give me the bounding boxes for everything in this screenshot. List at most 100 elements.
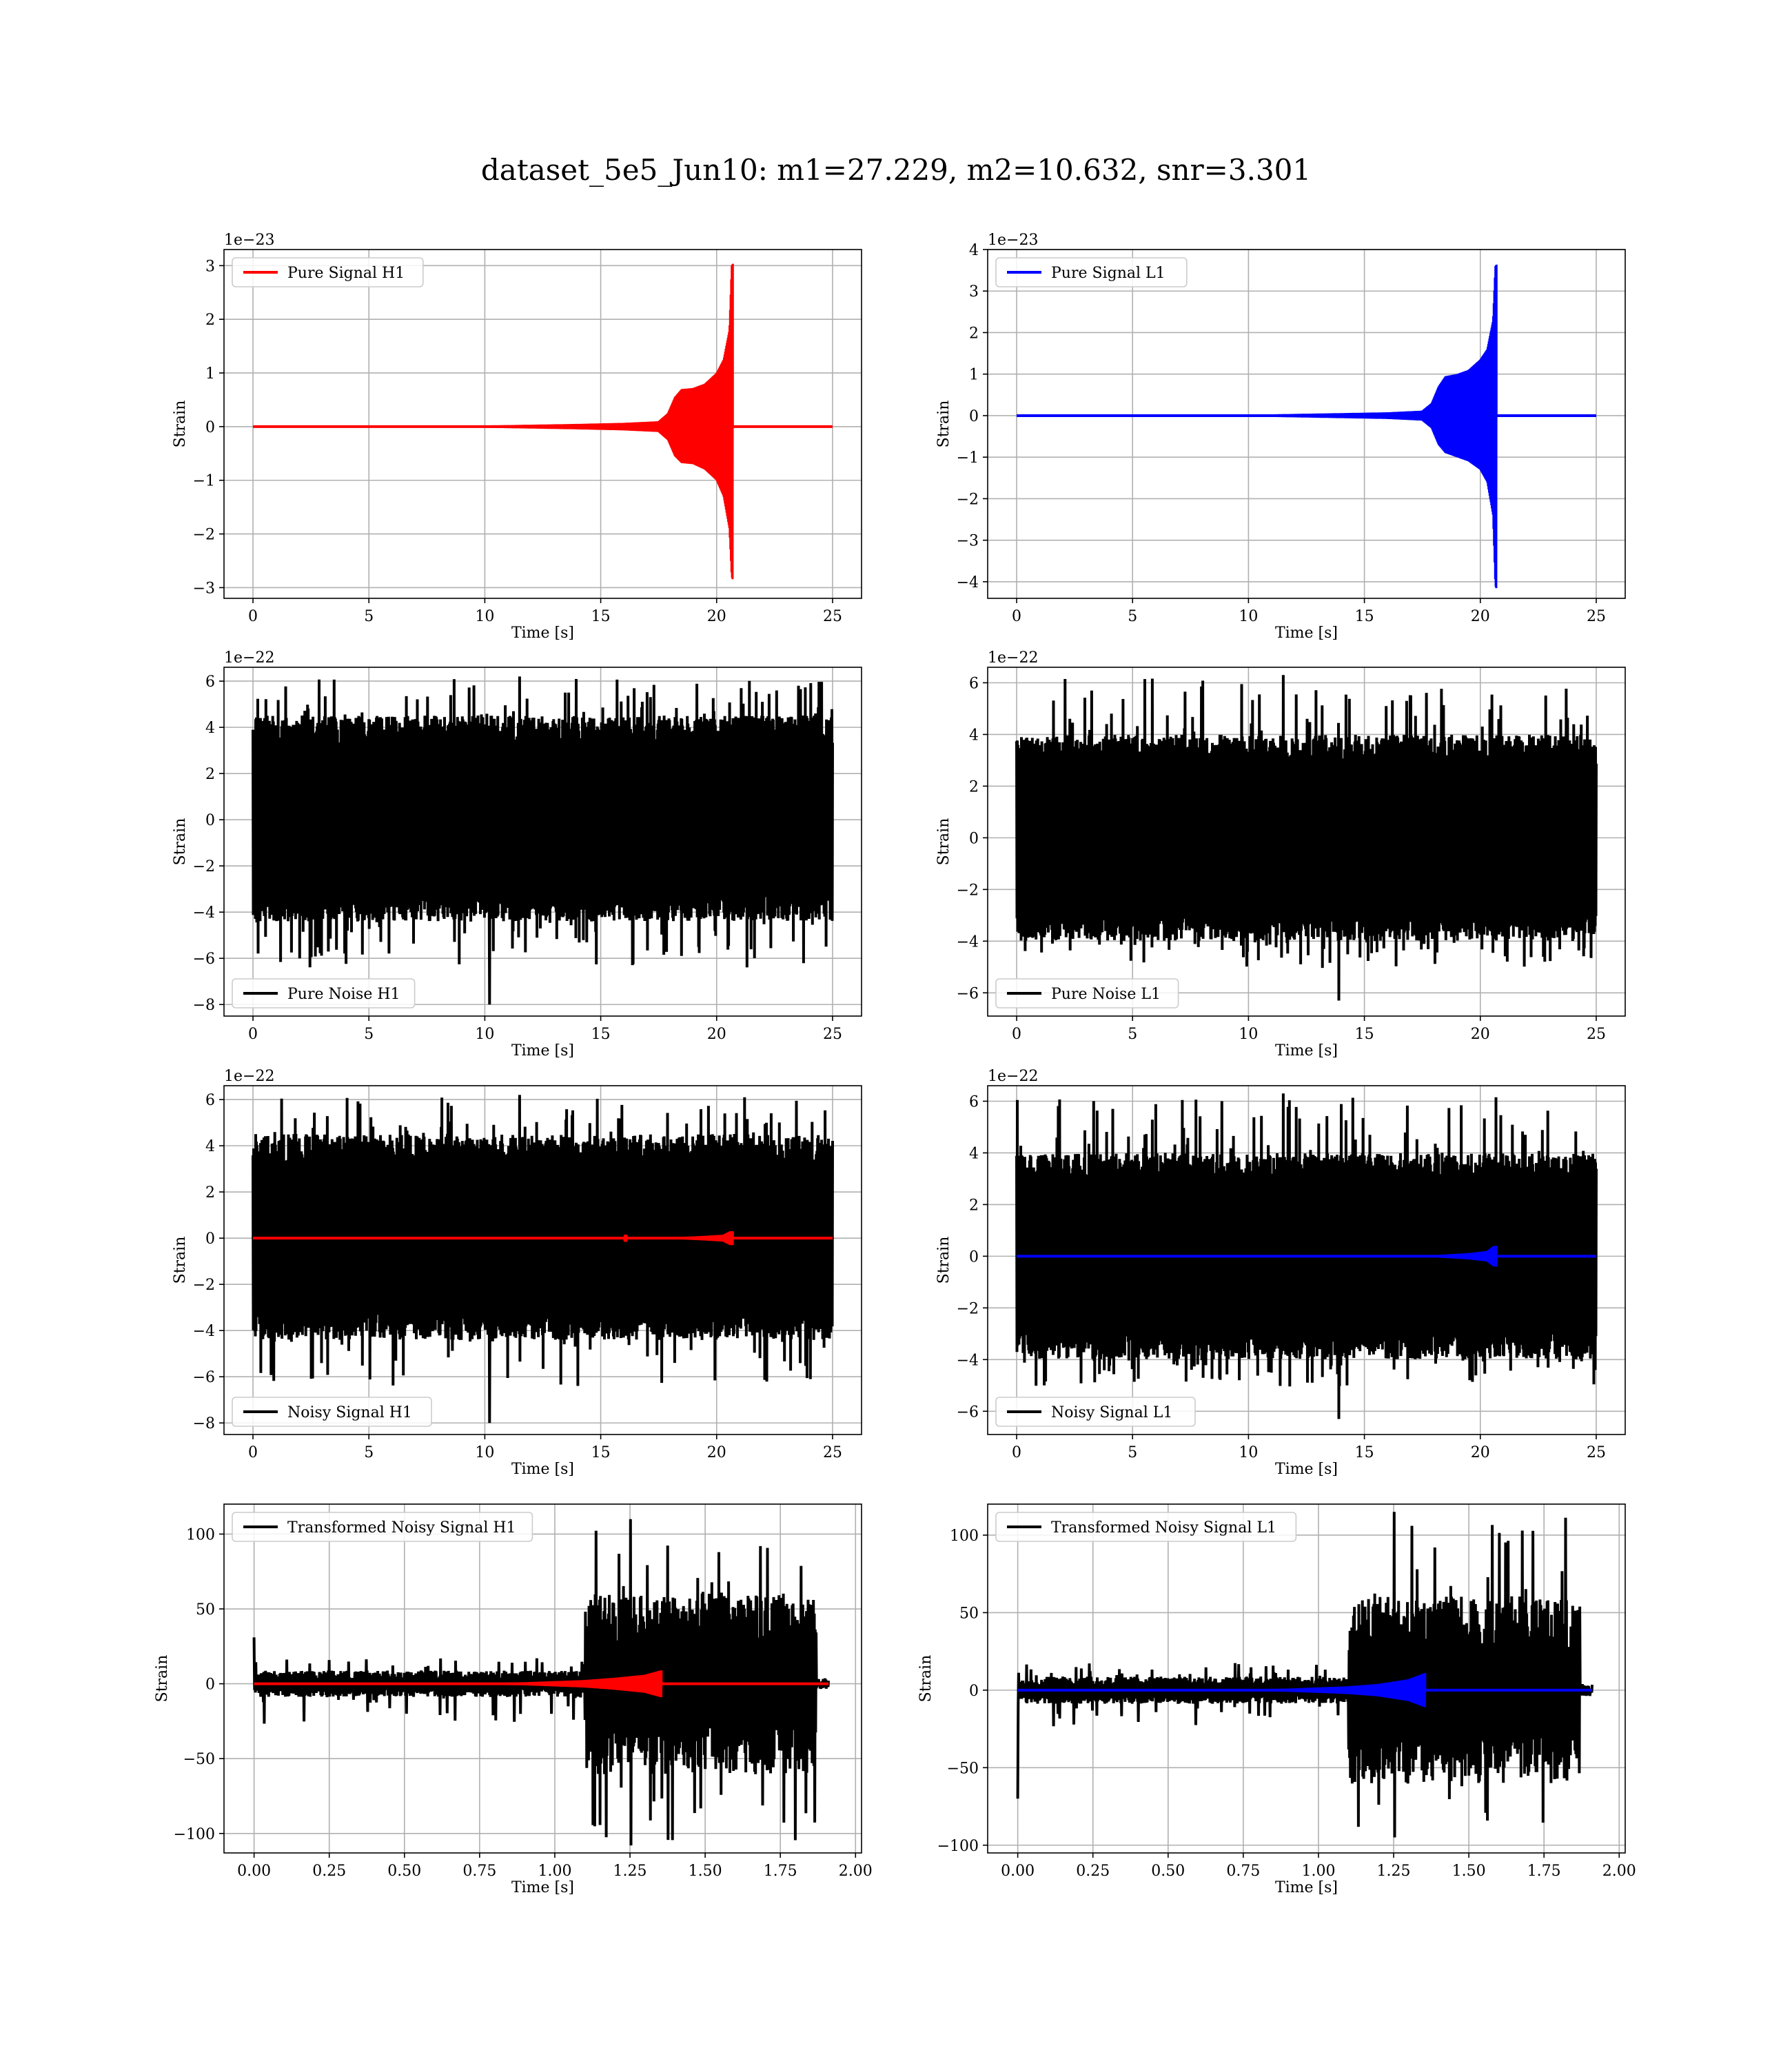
y-tick-label: 0 [205,1676,215,1694]
y-tick-label: −2 [193,527,215,544]
series-line [252,676,834,1005]
legend-box [995,257,1188,287]
y-tick-label: −4 [193,904,215,922]
x-tick-label: 1.50 [1452,1863,1486,1880]
y-axis-label: Strain [935,1237,953,1284]
x-tick-label: 10 [1239,1444,1258,1461]
y-tick-label: −4 [193,1323,215,1340]
x-tick-label: 5 [1128,1444,1137,1461]
x-tick-label: 0.75 [1226,1863,1260,1880]
x-tick-label: 0.50 [1151,1863,1185,1880]
y-tick-label: 6 [969,1093,979,1111]
axis-offset-label: 1e−22 [224,649,274,667]
x-axis-label: Time [s] [1275,1461,1338,1478]
y-axis-label: Strain [172,1237,189,1284]
legend: Pure Noise L1 [995,978,1179,1008]
y-tick-label: −100 [937,1838,979,1855]
y-tick-label: 4 [205,720,215,737]
axes-frame [223,1503,862,1854]
plot-area [1015,675,1598,1001]
x-tick-label: 2.00 [1602,1863,1636,1880]
y-tick-label: −3 [193,580,215,597]
y-tick-label: 4 [969,242,979,259]
x-tick-label: 20 [707,1026,726,1043]
y-tick-label: −50 [947,1760,979,1777]
x-tick-label: 5 [364,1444,374,1461]
panel-pure-signal-h1: 0 5 10 15 20 25 −3 −2 −1 0 1 2 3 1e−23 Time [s] Strain P… [172,232,862,642]
y-axis-label: Strain [935,401,953,448]
y-tick-label: −2 [957,1300,979,1317]
y-tick-label: −6 [957,985,979,1002]
legend-box [995,978,1179,1008]
panel-noisy-signal-h1: 0 5 10 15 20 25 −8 −6 −4 −2 0 2 4 6 1e−22 Time [s] Strai… [172,1068,862,1478]
y-axis-label: Strain [917,1655,935,1703]
y-tick-label: 6 [205,673,215,691]
x-tick-label: 0 [248,1444,258,1461]
y-axis-label: Strain [172,401,189,448]
figure-title: dataset_5e5_Jun10: m1=27.229, m2=10.632,… [480,153,1312,187]
y-tick-label: −6 [957,1403,979,1421]
y-tick-label: −8 [193,997,215,1014]
axis-offset-label: 1e−23 [988,232,1038,249]
x-tick-label: 20 [1471,1026,1490,1043]
legend: Pure Noise H1 [232,978,416,1008]
legend-label: Pure Noise H1 [287,986,400,1003]
plot-area [253,263,833,580]
panel-transformed-noisy-signal-h1: 0.00 0.25 0.50 0.75 1.00 1.25 1.50 1.75 2.00 −100… [154,1503,873,1896]
x-tick-label: 10 [1239,1026,1258,1043]
y-tick-label: 6 [969,675,979,692]
x-tick-label: 15 [591,1026,611,1043]
axis-offset-label: 1e−23 [224,232,274,249]
axis-offset-label: 1e−22 [988,1068,1038,1085]
series-line [1016,1512,1594,1838]
x-tick-label: 25 [1587,1026,1606,1043]
legend: Noisy Signal L1 [995,1397,1196,1427]
legend-box [995,1397,1196,1427]
x-tick-label: 5 [1128,1026,1137,1043]
x-tick-label: 15 [1355,1444,1374,1461]
x-tick-label: 1.75 [1527,1863,1561,1880]
panel-pure-signal-l1: 0 5 10 15 20 25 −4 −3 −2 −1 0 1 2 3 4 1e−23 Time [s] Stra… [935,232,1626,642]
x-tick-label: 10 [475,1026,494,1043]
y-tick-label: 50 [196,1601,215,1619]
y-tick-label: 0 [205,812,215,829]
series-line [1247,264,1498,589]
x-tick-label: 0.25 [1076,1863,1110,1880]
x-tick-label: 25 [1587,1444,1606,1461]
y-tick-label: 2 [205,766,215,783]
x-tick-label: 5 [364,1026,374,1043]
x-axis-label: Time [s] [1275,1879,1338,1896]
legend: Pure Signal H1 [232,257,424,287]
x-tick-label: 15 [1355,1026,1374,1043]
x-axis-label: Time [s] [1275,625,1338,642]
y-tick-label: 4 [205,1138,215,1155]
x-tick-label: 10 [475,608,494,625]
x-tick-label: 0.25 [312,1863,346,1880]
x-tick-label: 0.50 [387,1863,421,1880]
axis-offset-label: 1e−22 [988,649,1038,667]
legend-label: Transformed Noisy Signal H1 [287,1519,516,1537]
axes-frame [223,1085,862,1435]
x-tick-label: 5 [1128,608,1137,625]
x-tick-label: 0 [1012,1026,1021,1043]
x-tick-label: 1.00 [538,1863,571,1880]
x-tick-label: 0.75 [462,1863,496,1880]
x-axis-label: Time [s] [511,1461,574,1478]
legend-label: Pure Noise L1 [1051,986,1161,1003]
y-tick-label: −6 [193,1369,215,1386]
y-tick-label: −1 [193,473,215,490]
y-tick-label: −2 [193,1277,215,1294]
x-tick-label: 1.25 [1377,1863,1411,1880]
series-line [1227,1673,1427,1707]
y-tick-label: 3 [969,283,979,301]
legend-box [232,257,424,287]
x-tick-label: 1.25 [613,1863,647,1880]
plot-area [252,676,834,1005]
series-line [1015,675,1598,1001]
series-line [1015,1093,1598,1419]
y-tick-label: 2 [205,312,215,329]
legend-label: Pure Signal L1 [1051,265,1165,282]
x-tick-label: 1.00 [1301,1863,1335,1880]
y-tick-label: 0 [205,1230,215,1248]
y-tick-label: −2 [193,858,215,875]
